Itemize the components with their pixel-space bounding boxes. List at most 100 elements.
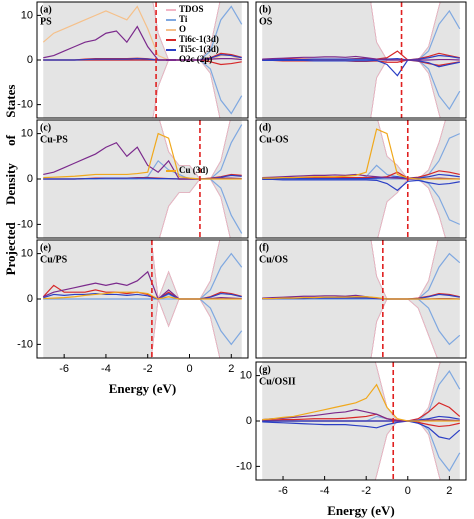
panel-title: PS — [40, 16, 52, 27]
dos-line — [262, 54, 460, 61]
dos-line — [262, 173, 460, 180]
panel-label: (b) — [259, 4, 271, 15]
x-tick-label: 0 — [405, 485, 411, 497]
y-tick-label: 10 — [240, 370, 252, 382]
y-tick-label: 0 — [246, 415, 252, 427]
y-tick-label: 10 — [21, 248, 33, 260]
x-tick-label: 2 — [446, 485, 452, 497]
y-tick-label: 10 — [21, 9, 33, 21]
dos-line — [150, 298, 221, 358]
dos-line — [262, 128, 460, 180]
dos-area — [43, 120, 242, 179]
plot-area — [42, 2, 243, 118]
legend-label: Ti6c-1(3d) — [179, 34, 219, 44]
dos-area — [262, 120, 460, 179]
dos-area — [43, 299, 242, 358]
dos-line — [374, 362, 441, 422]
legend-label: Ti — [179, 14, 188, 24]
dos-line — [377, 178, 446, 238]
dos-area — [262, 299, 460, 358]
panel-title: Cu/PS — [40, 254, 68, 265]
x-tick-label: -4 — [101, 363, 111, 375]
legend-label: Cu (3d) — [179, 165, 208, 175]
dos-area — [262, 2, 460, 60]
dos-line — [42, 5, 242, 61]
x-tick-label: -2 — [143, 363, 153, 375]
dos-line — [262, 383, 460, 422]
x-tick-label: 0 — [186, 363, 192, 375]
dos-line — [43, 291, 242, 300]
legend-label: Ti5c-1(3d) — [179, 44, 219, 54]
dos-area — [43, 179, 242, 238]
dos-line — [150, 240, 221, 300]
dos-line — [262, 296, 460, 300]
x-axis-label: Energy (eV) — [327, 503, 395, 518]
x-tick-label: -6 — [59, 363, 69, 375]
dos-line — [43, 25, 242, 61]
panel-label: (a) — [40, 4, 52, 15]
dos-line — [262, 415, 460, 422]
dos-line — [262, 420, 461, 440]
panel-title: Cu-PS — [40, 134, 68, 145]
dos-line — [370, 298, 438, 358]
dos-area — [262, 362, 460, 421]
y-axis-label: Projected Density of States — [3, 85, 18, 276]
y-tick-label: -10 — [17, 218, 33, 230]
dos-area — [262, 421, 460, 480]
x-tick-label: -4 — [320, 485, 330, 497]
panel-label: (f) — [259, 242, 269, 253]
x-tick-label: -2 — [361, 485, 371, 497]
plot-area — [42, 240, 243, 358]
panel-title: Cu/OSII — [259, 376, 296, 387]
dos-line — [43, 54, 242, 61]
plot-area — [43, 120, 243, 238]
y-tick-label: 0 — [27, 173, 33, 185]
plot-area — [262, 120, 461, 238]
y-tick-label: -10 — [236, 460, 252, 472]
y-tick-label: -10 — [17, 99, 33, 111]
panel-title: Cu-OS — [259, 134, 289, 145]
dos-line — [370, 240, 439, 300]
panel-label: (d) — [259, 122, 271, 133]
dos-line — [374, 420, 441, 480]
y-tick-label: 0 — [27, 293, 33, 305]
y-tick-label: 0 — [27, 54, 33, 66]
x-tick-label: 2 — [228, 363, 234, 375]
panel-label: (c) — [40, 122, 51, 133]
panel-frame — [255, 119, 467, 239]
dos-area — [262, 179, 460, 238]
dos-line — [43, 132, 242, 180]
legend-label: O2c (2p) — [179, 54, 212, 64]
panel-label: (g) — [259, 364, 271, 375]
dos-area — [262, 240, 460, 299]
dos-line — [370, 59, 441, 118]
y-tick-label: 10 — [21, 128, 33, 140]
panel-title: OS — [259, 16, 273, 27]
panel-frame — [255, 239, 467, 359]
dos-line — [262, 59, 460, 77]
plot-area — [262, 240, 461, 358]
dos-line — [262, 409, 460, 422]
plot-area — [262, 2, 461, 118]
dos-line — [370, 2, 441, 61]
dos-line — [43, 298, 243, 346]
plot-area — [262, 362, 461, 480]
dos-area — [262, 60, 460, 118]
legend-label: O — [179, 24, 186, 34]
x-axis-label: Energy (eV) — [109, 381, 177, 396]
panel-title: Cu/OS — [259, 254, 288, 265]
dos-line — [377, 120, 446, 180]
dos-line — [262, 178, 460, 192]
dos-area — [43, 60, 242, 118]
panel-label: (e) — [40, 242, 51, 253]
dos-line — [152, 2, 221, 61]
dos-line — [262, 55, 460, 61]
panel-frame — [255, 1, 467, 119]
dos-line — [262, 402, 461, 422]
legend-label: TDOS — [179, 4, 204, 14]
x-tick-label: -6 — [278, 485, 288, 497]
y-tick-label: -10 — [17, 338, 33, 350]
dos-line — [43, 292, 242, 300]
dos-line — [152, 59, 221, 118]
